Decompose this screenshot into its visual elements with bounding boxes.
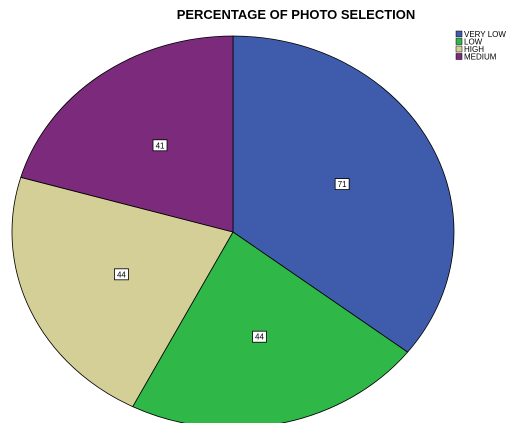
legend-label: HIGH [464, 45, 484, 54]
pie-slice-low [132, 231, 409, 423]
data-labels: 71 44 44 41 [114, 139, 350, 343]
legend-item-low: LOW [455, 38, 483, 47]
pie-slice-high [11, 176, 234, 408]
svg-text:41: 41 [156, 141, 165, 150]
legend-item-very-low: VERY LOW [455, 30, 506, 39]
data-label-high: 44 [114, 268, 129, 281]
svg-text:44: 44 [117, 270, 126, 279]
legend-swatch [455, 45, 463, 53]
legend-item-medium: MEDIUM [455, 53, 497, 62]
chart-title: PERCENTAGE OF PHOTO SELECTION [177, 7, 416, 22]
legend-swatch [455, 30, 463, 38]
data-label-medium: 41 [152, 139, 168, 152]
pie-slice-medium [20, 35, 234, 233]
legend-item-high: HIGH [455, 45, 484, 54]
legend-label: MEDIUM [464, 53, 497, 62]
legend-label: LOW [464, 38, 483, 47]
pie-slices [11, 35, 455, 423]
data-label-very-low: 71 [334, 178, 350, 190]
svg-text:71: 71 [338, 180, 347, 189]
legend-label: VERY LOW [464, 30, 506, 39]
data-label-low: 44 [252, 330, 267, 343]
pie-slice-very-low [232, 35, 455, 353]
legend-swatch [455, 53, 463, 60]
svg-text:44: 44 [255, 333, 264, 342]
legend-swatch [455, 38, 463, 45]
